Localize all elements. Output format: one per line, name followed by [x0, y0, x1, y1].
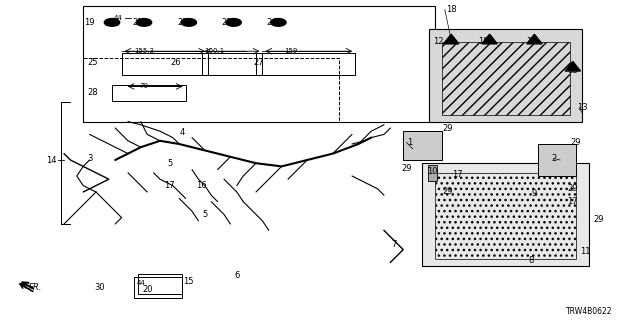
Bar: [403, 131, 442, 160]
Text: 5: 5: [167, 159, 172, 168]
Text: 29: 29: [568, 184, 578, 193]
Bar: [83, 58, 339, 122]
Bar: [134, 277, 182, 298]
Bar: [428, 165, 437, 181]
Circle shape: [136, 19, 152, 26]
Circle shape: [104, 19, 120, 26]
Bar: [422, 163, 589, 266]
Text: 22: 22: [177, 18, 188, 27]
Text: 28: 28: [88, 88, 98, 97]
Text: 26: 26: [171, 58, 181, 67]
Text: 1: 1: [407, 138, 412, 147]
Bar: [429, 29, 582, 122]
Text: 20: 20: [142, 285, 152, 294]
Text: 4: 4: [180, 128, 185, 137]
Text: 5: 5: [202, 210, 207, 219]
Text: 29: 29: [593, 215, 604, 224]
Text: 13: 13: [577, 103, 588, 112]
Bar: [112, 85, 186, 101]
Text: 44: 44: [136, 280, 145, 286]
Polygon shape: [565, 61, 580, 71]
Text: 29: 29: [443, 188, 453, 196]
Text: 7: 7: [391, 240, 396, 249]
Text: 27: 27: [254, 58, 264, 67]
Circle shape: [181, 19, 196, 26]
Circle shape: [271, 19, 286, 26]
Text: 18: 18: [526, 37, 536, 46]
Text: 8: 8: [529, 256, 534, 265]
Text: 24: 24: [267, 18, 277, 27]
Text: 18: 18: [446, 5, 456, 14]
Text: 19: 19: [84, 18, 95, 27]
Text: 29: 29: [571, 138, 581, 147]
Text: 18: 18: [478, 37, 488, 46]
Bar: [83, 6, 435, 122]
Bar: [256, 53, 355, 75]
Bar: [202, 53, 262, 75]
Text: 3: 3: [87, 154, 92, 163]
Text: 15: 15: [184, 277, 194, 286]
Text: 70: 70: [140, 84, 148, 89]
Text: 17: 17: [568, 197, 578, 206]
Bar: [538, 144, 576, 176]
Text: 2: 2: [551, 154, 556, 163]
Text: 100.1: 100.1: [204, 48, 225, 54]
Text: 29: 29: [443, 124, 453, 132]
Text: TRW4B0622: TRW4B0622: [566, 308, 612, 316]
Text: 25: 25: [88, 58, 98, 67]
Bar: [435, 173, 576, 259]
Text: 159: 159: [285, 48, 298, 54]
Text: 17: 17: [164, 181, 175, 190]
Text: 14: 14: [46, 156, 56, 164]
Text: 17: 17: [452, 170, 463, 179]
Text: 44: 44: [114, 15, 123, 20]
Text: 12: 12: [433, 37, 444, 46]
Text: 23: 23: [222, 18, 232, 27]
Polygon shape: [482, 34, 497, 44]
Text: FR.: FR.: [29, 284, 42, 292]
Text: 10: 10: [427, 167, 437, 176]
Text: 30: 30: [94, 284, 104, 292]
Text: 6: 6: [234, 271, 239, 280]
Bar: [138, 274, 182, 294]
Bar: [442, 42, 570, 115]
Bar: [122, 53, 208, 75]
Text: 155.3: 155.3: [134, 48, 154, 54]
Text: 11: 11: [580, 247, 591, 256]
Circle shape: [226, 19, 241, 26]
Text: 21: 21: [132, 18, 143, 27]
Polygon shape: [527, 34, 542, 44]
Text: 29: 29: [401, 164, 412, 172]
Polygon shape: [444, 34, 459, 44]
Text: 18: 18: [568, 66, 578, 75]
Text: 16: 16: [196, 181, 207, 190]
Text: 9: 9: [532, 189, 537, 198]
